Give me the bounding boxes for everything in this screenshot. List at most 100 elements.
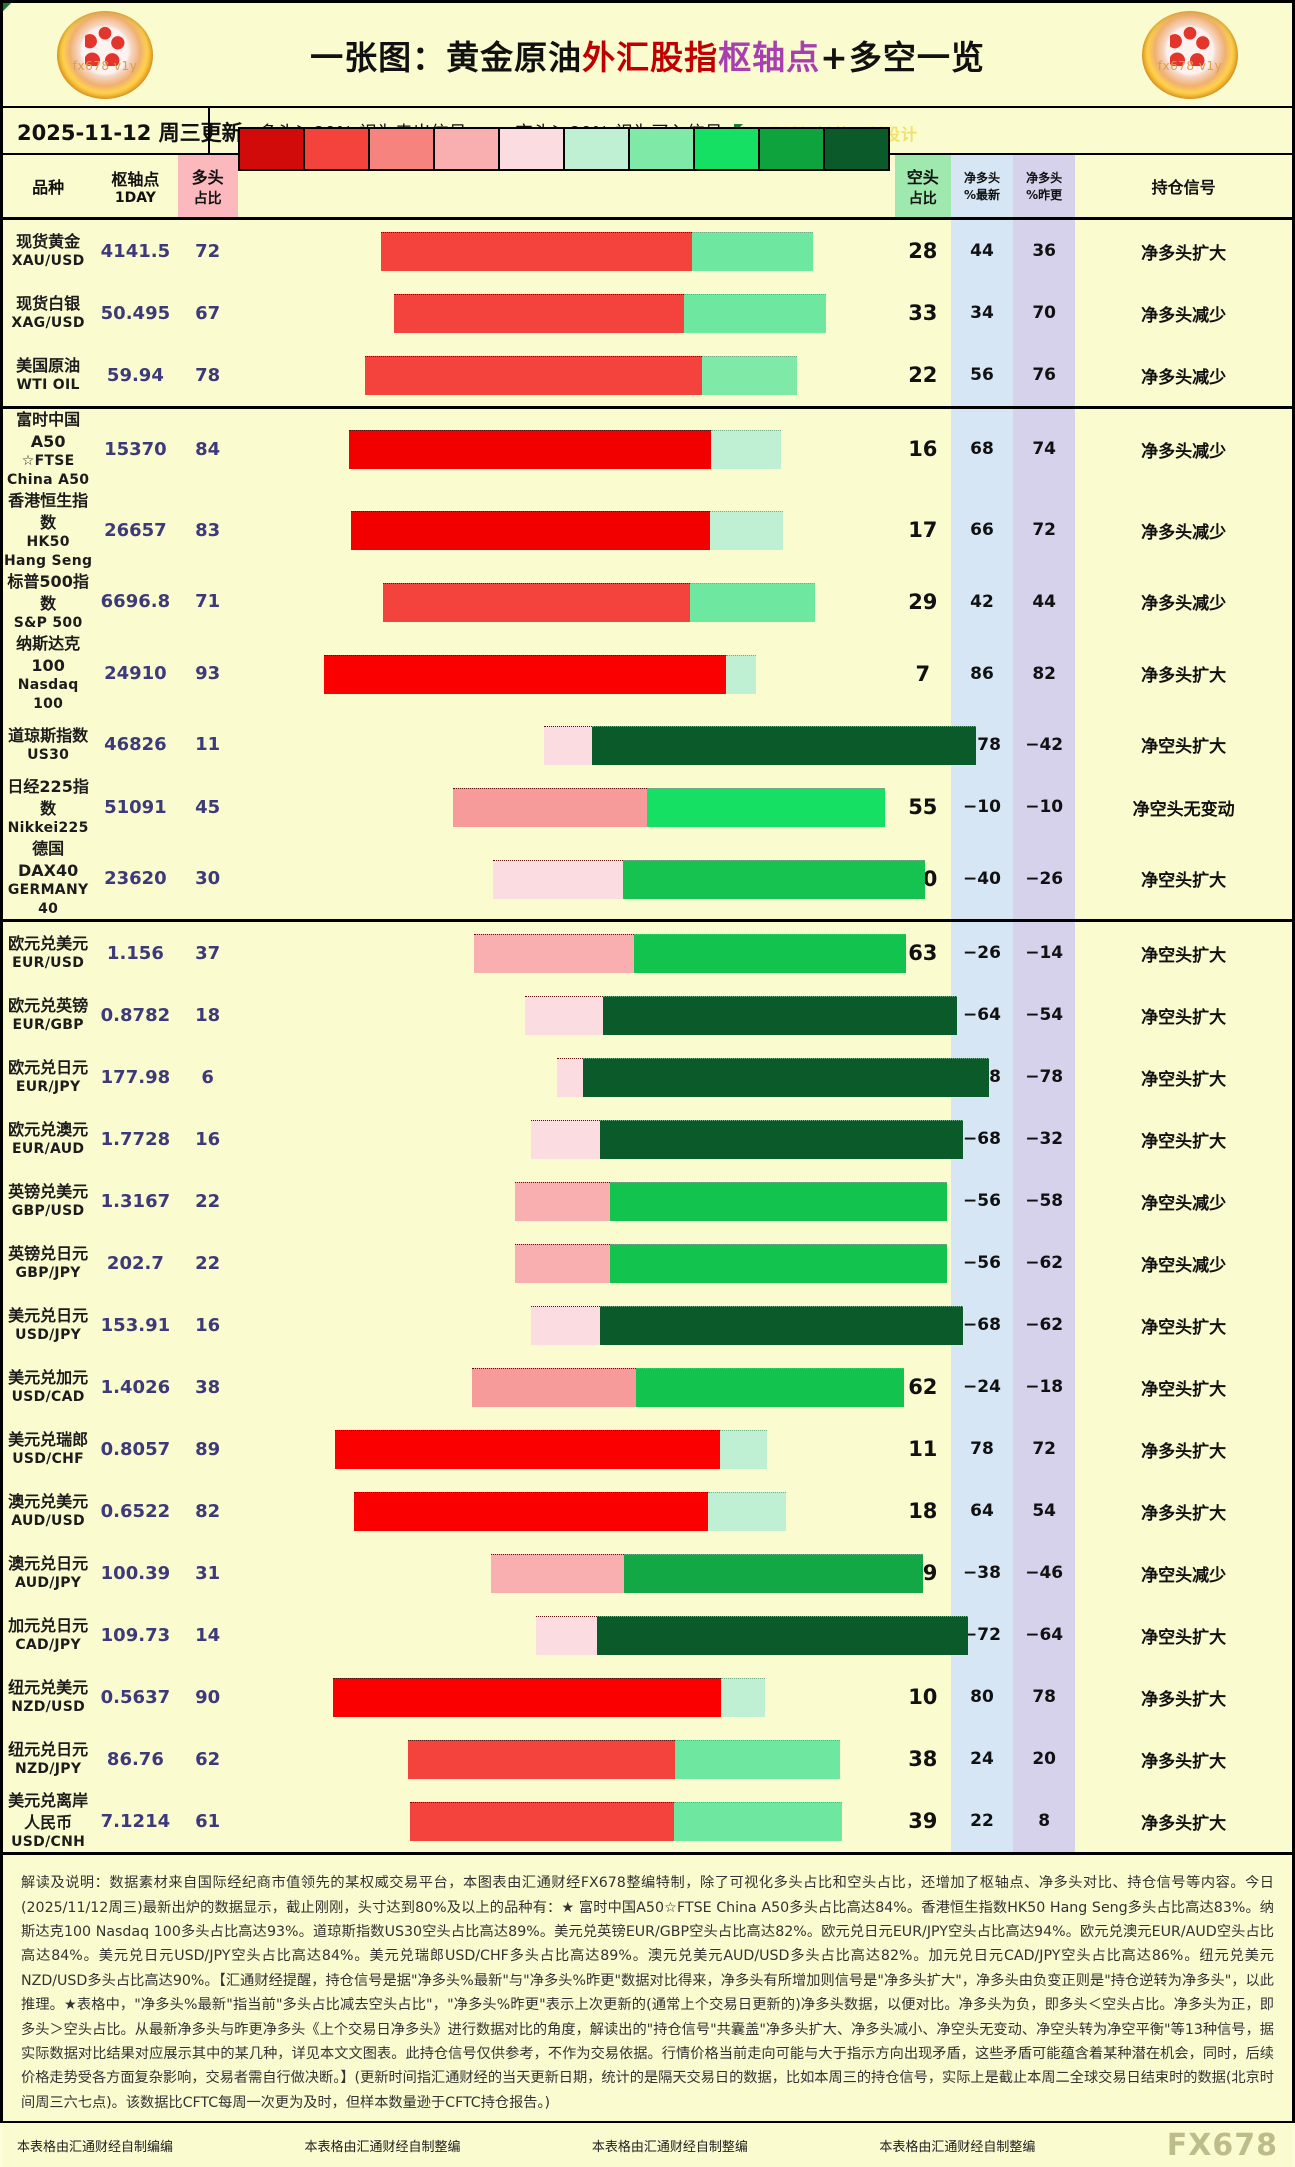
row-signal: 净空头扩大 (1141, 1379, 1227, 1400)
long-bar-segment (383, 582, 691, 622)
row-symbol: 现货白银 XAG/USD (3, 282, 93, 344)
row-long-pct: 82 (177, 1480, 238, 1543)
long-short-bar (530, 1120, 963, 1160)
bar-track (238, 633, 890, 714)
bar-track (238, 1108, 963, 1170)
row-bar-cell (238, 1728, 895, 1790)
title-part-3: 枢轴点 (718, 37, 821, 77)
symbol-code: EUR/AUD (11, 1141, 85, 1158)
row-bar-cell (238, 1604, 969, 1666)
row-bar-cell (238, 714, 977, 776)
symbol-name: 加元兑日元 (8, 1615, 89, 1635)
row-pivot: 24910 (104, 663, 167, 684)
row-pivot: 1.156 (93, 919, 178, 985)
row-symbol: 美国原油 WTI OIL (3, 344, 93, 408)
row-signal: 净多头扩大 (1141, 1751, 1227, 1772)
row-net-prev: 44 (1013, 570, 1076, 634)
long-short-bar (410, 1802, 843, 1842)
credit-4: 本表格由汇通财经自制整编 (879, 2139, 1036, 2155)
row-net-latest: 80 (950, 1666, 1014, 1729)
row-signal: 净空头减少 (1141, 1255, 1227, 1276)
row-net-prev: −26 (1013, 838, 1076, 921)
row-net-prev: −46 (1013, 1542, 1076, 1605)
legend-swatch-2 (369, 129, 435, 169)
bar-track (238, 344, 890, 406)
row-bar-cell (238, 1108, 963, 1170)
long-short-bar (351, 511, 784, 551)
row-net-prev: −78 (1013, 1046, 1076, 1109)
row-net-prev: −42 (1013, 713, 1076, 776)
symbol-name: 欧元兑美元 (8, 933, 89, 953)
row-net-prev: 70 (1013, 282, 1076, 344)
short-bar-segment (603, 996, 958, 1036)
row-pivot: 177.98 (100, 1066, 171, 1088)
row-long-pct: 31 (177, 1542, 238, 1605)
row-net-latest: −56 (950, 1170, 1014, 1233)
logo-coin-right-icon: fx678 v1y (1142, 11, 1238, 99)
short-bar-segment (721, 1678, 765, 1718)
table-row: 现货黄金 XAU/USD 4141.5 72 28 44 36 净多头扩大 (3, 218, 1292, 283)
long-bar-segment (514, 1244, 610, 1284)
row-signal: 净多头扩大 (1141, 1503, 1227, 1524)
bauhinia-flower-icon (85, 26, 125, 67)
bar-track (238, 1480, 890, 1542)
row-symbol: 现货黄金 XAU/USD (3, 219, 93, 283)
row-signal: 净多头减少 (1141, 522, 1227, 543)
row-net-prev: 72 (1013, 1418, 1076, 1481)
row-net-latest: −10 (950, 775, 1014, 839)
row-long-pct: 45 (177, 775, 238, 839)
symbol-code: USD/CNH (11, 1834, 86, 1851)
bar-track (238, 776, 890, 838)
table-row: 澳元兑美元 AUD/USD 0.6522 82 18 64 54 净多头扩大 (3, 1480, 1292, 1543)
row-long-pct: 90 (177, 1666, 238, 1729)
col-header-long-pct: 多头 占比 (3, 3, 238, 220)
symbol-code: EUR/GBP (12, 1017, 84, 1034)
title-part-4: +多空一览 (820, 37, 985, 77)
long-short-bar (557, 1058, 990, 1098)
symbol-name: 美元兑日元 (8, 1305, 89, 1325)
short-bar-segment (599, 1306, 963, 1346)
table-row: 美元兑加元 USD/CAD 1.4026 38 62 −24 −18 净空头扩大 (3, 1356, 1292, 1419)
row-pivot: 1.3167 (100, 1190, 171, 1212)
table-row: 纳斯达克100 Nasdaq 100 24910 93 7 86 82 净多头扩大 (3, 633, 1292, 714)
row-bar-cell (238, 1170, 947, 1232)
row-long-pct: 22 (177, 1170, 238, 1233)
long-bar-segment (394, 294, 684, 333)
long-short-bar (394, 294, 827, 333)
credits-bar: 本表格由汇通财经自制编编 本表格由汇通财经自制整编 本表格由汇通财经自制整编 本… (3, 2121, 1292, 2167)
symbol-code: US30 (27, 747, 70, 764)
col-header-symbol: 品种 (3, 155, 94, 220)
bar-track (238, 714, 977, 776)
row-net-prev: 8 (1013, 1790, 1076, 1853)
row-bar-cell (238, 571, 895, 633)
symbol-name: 欧元兑日元 (8, 1057, 89, 1077)
table-row: 现货白银 XAG/USD 50.495 67 33 34 70 净多头减少 (3, 282, 1292, 344)
row-short-pct: 11 (894, 1418, 951, 1481)
row-net-prev: −14 (1013, 919, 1076, 985)
bar-track (238, 1542, 923, 1604)
table-row: 标普500指数 S&P 500 6696.8 71 29 42 44 净多头减少 (3, 570, 1292, 634)
symbol-name: 富时中国A50 (16, 410, 81, 451)
row-bar-cell (238, 1046, 990, 1108)
row-net-latest: −26 (950, 919, 1014, 985)
row-net-latest: 68 (950, 405, 1014, 490)
symbol-code: USD/CHF (12, 1451, 85, 1468)
long-bar-segment (380, 232, 692, 271)
symbol-code: XAG/USD (11, 315, 85, 332)
long-bar-segment (514, 1182, 610, 1222)
row-symbol: 欧元兑日元 EUR/JPY (3, 1046, 93, 1108)
legend-swatch-7 (694, 129, 760, 169)
bar-track (238, 1294, 963, 1356)
credit-1: 本表格由汇通财经自制编编 (17, 2139, 174, 2155)
logo-mark-right: fx678 v1y (1157, 58, 1223, 73)
short-bar-segment (711, 430, 781, 470)
row-bar-cell (238, 1542, 923, 1604)
long-bar-segment (536, 1616, 597, 1656)
row-bar-cell (238, 1356, 904, 1418)
col-header-legend (237, 127, 895, 220)
bar-track (238, 1666, 890, 1728)
row-pivot: 0.8782 (100, 1004, 171, 1026)
long-bar-segment (332, 1678, 722, 1718)
bar-track (238, 1232, 947, 1294)
row-pivot: 4141.5 (100, 240, 171, 262)
